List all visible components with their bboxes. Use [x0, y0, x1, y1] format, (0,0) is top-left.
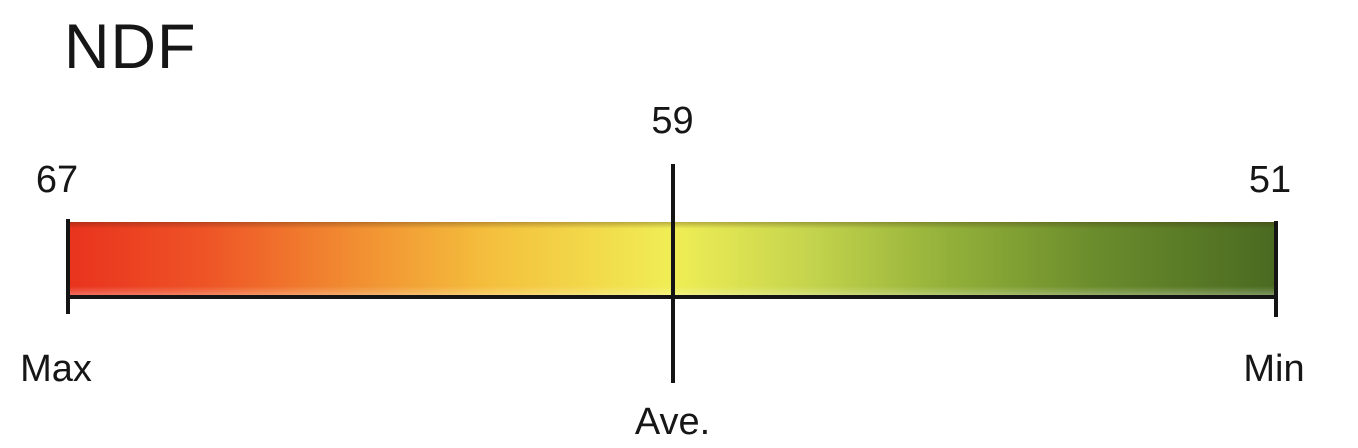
average-value-label: 59 — [651, 100, 694, 142]
max-value-label: 67 — [35, 159, 79, 201]
max-tick — [66, 219, 70, 314]
min-value-label: 51 — [1248, 159, 1292, 201]
min-tick — [1274, 221, 1278, 317]
average-label: Ave. — [634, 401, 711, 443]
chart-title: NDF — [64, 12, 197, 82]
min-label: Min — [1243, 348, 1305, 390]
max-label: Max — [20, 348, 92, 390]
average-marker-line — [670, 164, 675, 383]
scale-plot-area: 59 Ave. — [70, 0, 1275, 448]
